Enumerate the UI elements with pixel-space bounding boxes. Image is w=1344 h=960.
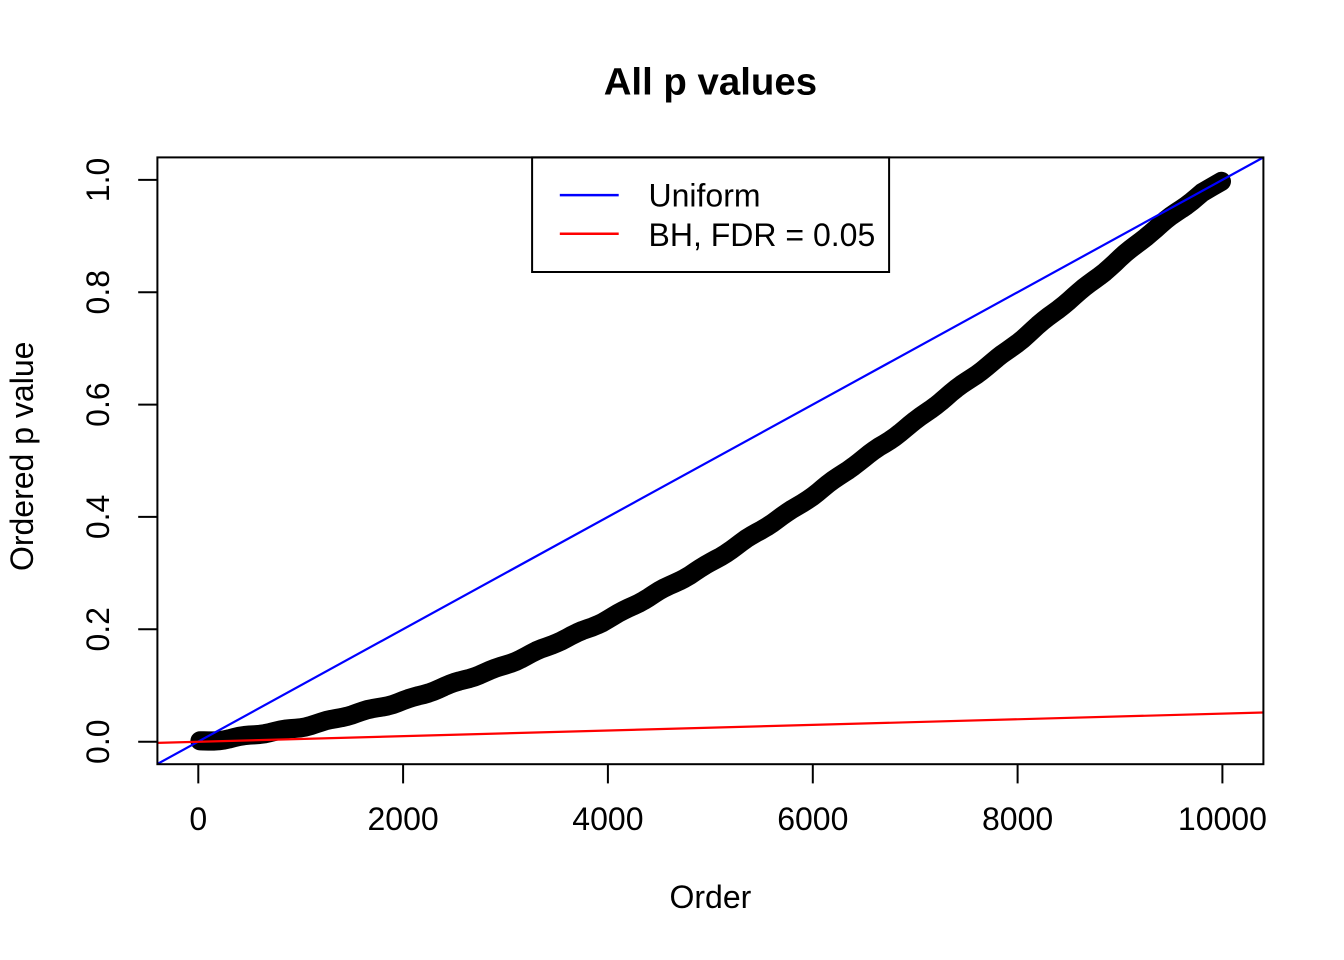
svg-text:0.4: 0.4 [80, 495, 116, 539]
svg-text:2000: 2000 [368, 801, 439, 837]
svg-text:0: 0 [189, 801, 207, 837]
svg-text:6000: 6000 [777, 801, 848, 837]
svg-text:Order: Order [670, 879, 752, 915]
svg-text:0.2: 0.2 [80, 607, 116, 651]
svg-text:BH, FDR = 0.05: BH, FDR = 0.05 [649, 217, 876, 253]
svg-text:0.6: 0.6 [80, 382, 116, 426]
svg-text:4000: 4000 [572, 801, 643, 837]
svg-text:1.0: 1.0 [80, 158, 116, 202]
svg-text:8000: 8000 [982, 801, 1053, 837]
svg-text:All p values: All p values [604, 60, 817, 103]
svg-text:0.0: 0.0 [80, 719, 116, 763]
svg-text:Ordered p value: Ordered p value [4, 342, 40, 571]
svg-text:10000: 10000 [1178, 801, 1267, 837]
svg-text:Uniform: Uniform [649, 178, 761, 214]
svg-text:0.8: 0.8 [80, 270, 116, 314]
